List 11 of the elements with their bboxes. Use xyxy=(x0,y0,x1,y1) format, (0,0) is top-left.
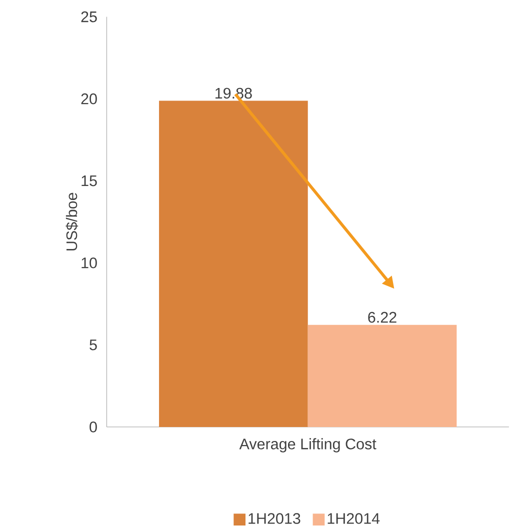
y-axis-title: US$/boe xyxy=(66,192,78,250)
y-tick-label: 20 xyxy=(81,93,97,104)
legend-label: 1H2013 xyxy=(248,513,300,524)
y-tick-label: 10 xyxy=(82,257,97,268)
data-label: 6.22 xyxy=(368,312,396,323)
legend-label: 1H2014 xyxy=(328,513,380,524)
x-tick-label: Average Lifting Cost xyxy=(239,438,376,452)
y-tick-label: 15 xyxy=(82,176,97,186)
y-tick-label: 5 xyxy=(90,340,97,350)
y-tick-label: 25 xyxy=(81,11,97,22)
y-tick-label: 0 xyxy=(90,422,97,432)
